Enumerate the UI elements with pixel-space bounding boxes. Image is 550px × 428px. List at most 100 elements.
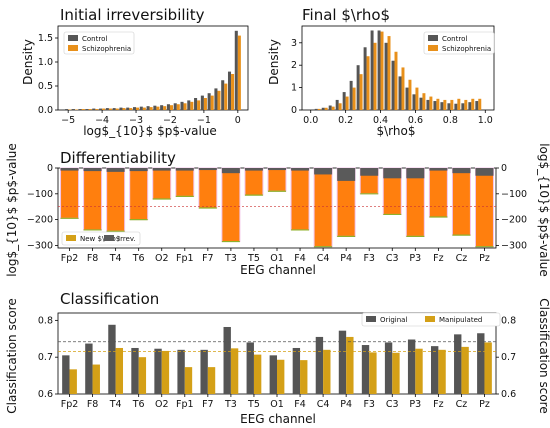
bar-schizophrenia	[95, 109, 99, 110]
legend-label-schizophrenia: Schizophrenia	[442, 45, 491, 53]
bar-manipulated	[92, 364, 100, 394]
bar-schizophrenia	[210, 95, 214, 110]
bar-control	[461, 103, 465, 110]
x-tick-label: Fp2	[61, 253, 79, 264]
x-tick-label: T4	[109, 253, 122, 264]
bar-schizophrenia	[387, 36, 391, 110]
bar-original	[315, 336, 324, 394]
bar-control	[65, 109, 69, 110]
bar-schizophrenia	[129, 108, 133, 110]
bar-schizophrenia	[401, 67, 405, 110]
panel-d-title: Classification	[60, 290, 159, 308]
bar-schizophrenia	[359, 74, 363, 110]
x-tick-label: P3	[409, 253, 421, 264]
x-tick-label: T4	[109, 399, 122, 410]
bar-irrev	[221, 168, 240, 174]
bar-irrev	[129, 168, 148, 172]
panel-b-axes	[301, 25, 495, 111]
panel-c-ylabel-right: log$_{10}$ $p$-value	[537, 143, 550, 277]
bar-manipulated	[484, 342, 492, 394]
y-tick-label: −300	[27, 240, 53, 251]
bar-new-rho	[290, 167, 310, 231]
bar-schizophrenia	[422, 93, 426, 110]
y-tick-label: 0.7	[38, 352, 53, 363]
bar-control	[342, 92, 346, 110]
bar-manipulated	[323, 349, 331, 394]
bar-control	[370, 30, 374, 111]
x-tick-label: Fz	[433, 399, 443, 410]
bar-schizophrenia	[443, 99, 447, 110]
x-tick-label: O2	[155, 253, 169, 264]
bar-schizophrenia	[122, 108, 126, 110]
bar-control	[426, 99, 430, 110]
bar-irrev	[106, 168, 125, 172]
bar-manipulated	[438, 349, 446, 394]
x-tick-label: T5	[247, 253, 260, 264]
bar-new-rho	[313, 167, 333, 248]
bar-schizophrenia	[163, 106, 167, 110]
panel-a-legend: Control Schizophrenia	[63, 31, 135, 55]
x-tick-label: Fp1	[176, 253, 194, 264]
bar-manipulated	[184, 367, 193, 394]
legend-swatch-schizophrenia	[68, 45, 78, 51]
bar-schizophrenia	[436, 98, 440, 110]
bar-control	[126, 107, 130, 110]
bar-schizophrenia	[88, 109, 92, 110]
bar-schizophrenia	[380, 31, 384, 111]
x-tick-label: T3	[224, 253, 237, 264]
legend-label-irrev: Irrev.	[118, 235, 136, 243]
bar-control	[160, 105, 164, 110]
bar-schizophrenia	[415, 87, 419, 110]
bar-schizophrenia	[115, 108, 119, 110]
bar-irrev	[452, 168, 471, 174]
x-tick-label: T3	[224, 399, 237, 410]
plot-frame	[301, 25, 495, 111]
bar-original	[177, 349, 185, 394]
bar-schizophrenia	[136, 107, 140, 110]
y-right-tick-label: −200	[501, 215, 527, 226]
x-tick-label: F8	[87, 253, 99, 264]
bar-control	[132, 107, 137, 110]
legend-label-new-rho: New $\rho$	[80, 235, 120, 243]
bar-schizophrenia	[169, 105, 174, 110]
bar-schizophrenia	[203, 98, 207, 110]
y-tick-label: 0.6	[38, 389, 53, 400]
bar-irrev	[60, 168, 79, 171]
x-tick-label: O2	[155, 399, 169, 410]
bar-control	[447, 103, 451, 110]
x-tick-label: −2	[163, 115, 177, 126]
bar-manipulated	[138, 357, 147, 394]
bar-control	[119, 107, 123, 110]
bar-schizophrenia	[352, 87, 356, 110]
bar-control	[356, 65, 360, 110]
legend-label-original: Original	[380, 316, 407, 324]
panel-c-bars	[58, 167, 496, 248]
legend-label-control: Control	[442, 35, 467, 43]
y-tick-label: 1.5	[38, 33, 53, 44]
bar-original	[384, 342, 393, 394]
x-tick-label: −5	[61, 115, 75, 126]
bar-original	[108, 324, 116, 394]
bar-control	[468, 102, 472, 110]
bar-control	[146, 106, 150, 110]
bar-irrev	[406, 168, 425, 179]
bar-control	[377, 30, 381, 111]
x-tick-label: 0.2	[338, 115, 353, 126]
x-tick-label: T6	[132, 253, 145, 264]
x-tick-label: T6	[132, 399, 145, 410]
y-right-tick-label: 0	[501, 163, 507, 174]
panel-a-axes	[57, 25, 249, 111]
bar-manipulated	[461, 346, 469, 394]
x-tick-label: P4	[340, 253, 352, 264]
legend-label-control: Control	[82, 35, 107, 43]
bar-schizophrenia	[224, 83, 228, 110]
x-tick-label: F3	[363, 253, 375, 264]
panel-a-ticks: −5 −4 −3 −2 −1 0 0.0 0.5 1.0 1.5	[38, 33, 241, 126]
bar-control	[112, 108, 116, 110]
x-tick-label: Pz	[479, 399, 490, 410]
bar-new-rho	[198, 167, 218, 209]
y-right-tick-label: 0.6	[501, 389, 516, 400]
bar-control	[412, 94, 416, 110]
y-tick-label: 3	[291, 38, 297, 49]
x-tick-label: C3	[386, 253, 399, 264]
